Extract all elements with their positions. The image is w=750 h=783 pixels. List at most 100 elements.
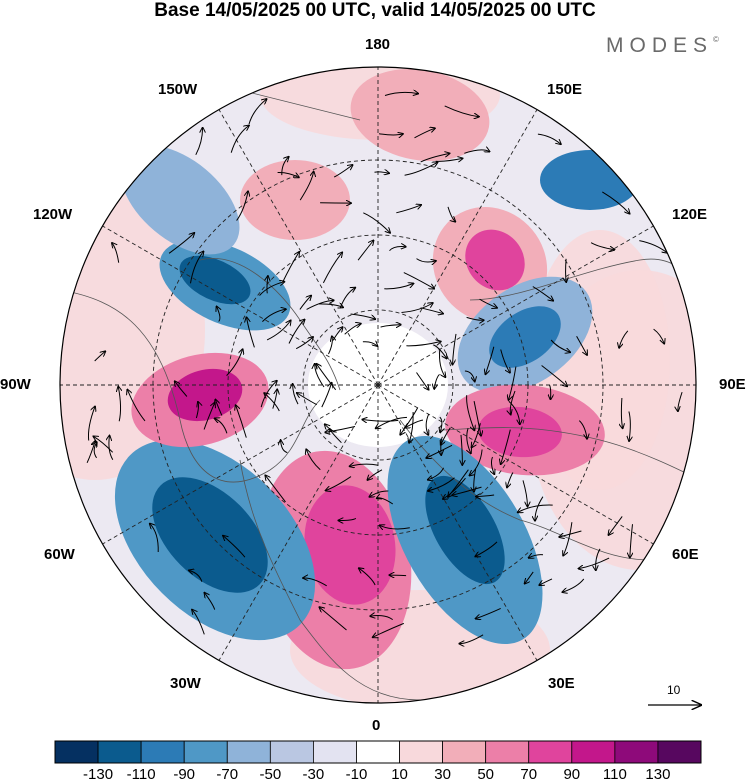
modes-logo: MODES© bbox=[606, 34, 719, 58]
streamline bbox=[579, 557, 610, 569]
streamline bbox=[321, 383, 332, 408]
streamline bbox=[325, 424, 337, 433]
streamline bbox=[299, 296, 311, 310]
streamline bbox=[317, 364, 337, 391]
streamline bbox=[192, 610, 205, 635]
streamline bbox=[362, 420, 399, 422]
streamline bbox=[404, 162, 438, 176]
streamline bbox=[344, 324, 361, 335]
latitude-circle bbox=[302, 309, 454, 461]
streamline bbox=[476, 495, 495, 497]
streamline bbox=[452, 486, 482, 495]
streamline bbox=[376, 416, 408, 428]
streamline bbox=[535, 496, 544, 521]
colorbar-tick-label: 110 bbox=[602, 766, 627, 783]
lon-label-120e: 120E bbox=[672, 206, 708, 223]
streamline bbox=[306, 300, 334, 310]
lon-label-120w: 120W bbox=[33, 206, 73, 223]
colorbar-swatch bbox=[442, 740, 487, 764]
streamline bbox=[281, 157, 289, 176]
colorbar-swatch bbox=[614, 740, 659, 764]
streamline bbox=[326, 476, 352, 491]
colorbar-swatch bbox=[571, 740, 616, 764]
streamline bbox=[448, 469, 469, 497]
streamline bbox=[299, 172, 313, 201]
streamline bbox=[236, 405, 247, 438]
streamline bbox=[444, 105, 479, 117]
streamline bbox=[190, 252, 204, 284]
streamline bbox=[370, 615, 393, 621]
streamline bbox=[281, 252, 299, 283]
streamline bbox=[333, 165, 352, 178]
streamline bbox=[539, 578, 553, 585]
streamline bbox=[264, 393, 280, 412]
streamline bbox=[428, 467, 445, 480]
streamline bbox=[630, 524, 633, 557]
colorbar-swatch bbox=[312, 740, 357, 764]
colorbar-tick-label: -90 bbox=[173, 766, 196, 783]
colorbar-tick-label: 130 bbox=[645, 766, 671, 783]
anomaly-north-pacific bbox=[350, 69, 490, 161]
streamline bbox=[416, 372, 429, 390]
wind-streamlines bbox=[86, 92, 683, 644]
anomaly-ural-core bbox=[478, 406, 562, 458]
streamline bbox=[380, 525, 410, 529]
streamline bbox=[175, 381, 188, 397]
streamline bbox=[473, 401, 481, 436]
streamline bbox=[94, 442, 97, 459]
streamline bbox=[414, 128, 435, 139]
streamline bbox=[295, 337, 313, 350]
streamline bbox=[461, 434, 462, 465]
streamline bbox=[401, 303, 433, 313]
streamline bbox=[325, 426, 356, 433]
streamline bbox=[459, 634, 484, 644]
streamline bbox=[434, 373, 440, 389]
streamline bbox=[464, 370, 475, 381]
streamline bbox=[532, 286, 553, 301]
streamline bbox=[409, 411, 414, 443]
streamline bbox=[464, 150, 489, 154]
streamline bbox=[265, 475, 286, 503]
anomaly-scandinavia-core bbox=[425, 475, 505, 585]
colorbar-tick-label: -50 bbox=[259, 766, 282, 783]
streamline bbox=[537, 133, 561, 144]
streamline bbox=[168, 233, 194, 254]
streamline bbox=[440, 416, 442, 432]
streamline bbox=[405, 419, 424, 428]
streamline bbox=[447, 206, 455, 222]
streamline bbox=[189, 570, 203, 582]
streamline bbox=[518, 504, 553, 512]
streamline bbox=[357, 241, 373, 261]
colorbar-swatch bbox=[528, 740, 573, 764]
streamline bbox=[127, 390, 146, 422]
streamline bbox=[217, 307, 220, 322]
meridian-line bbox=[377, 109, 538, 386]
streamline bbox=[223, 536, 246, 558]
streamline bbox=[400, 407, 419, 435]
streamline bbox=[475, 541, 498, 557]
streamline bbox=[389, 246, 406, 252]
colorbar-swatch bbox=[226, 740, 271, 764]
colorbar-swatch bbox=[54, 740, 99, 764]
colorbar-swatch bbox=[657, 740, 702, 764]
streamline bbox=[384, 92, 418, 95]
streamline bbox=[322, 253, 342, 284]
streamline bbox=[416, 258, 436, 262]
lon-label-0: 0 bbox=[372, 717, 381, 734]
streamline bbox=[470, 449, 483, 476]
streamline bbox=[474, 468, 476, 492]
streamline bbox=[230, 126, 249, 153]
colorbar-tick-label: 90 bbox=[563, 766, 581, 783]
streamline bbox=[653, 328, 665, 343]
colorbar-tick-label: -30 bbox=[302, 766, 325, 783]
colorbar-swatch bbox=[183, 740, 228, 764]
lon-label-150w: 150W bbox=[158, 81, 198, 98]
anomaly-aleutian bbox=[120, 145, 240, 255]
lon-label-90w: 90W bbox=[0, 376, 31, 393]
streamline bbox=[563, 578, 585, 592]
streamline bbox=[306, 449, 321, 471]
colorbar-tick-label: 50 bbox=[477, 766, 494, 783]
streamline bbox=[509, 366, 517, 400]
colorbar-tick-label: -130 bbox=[83, 766, 114, 783]
